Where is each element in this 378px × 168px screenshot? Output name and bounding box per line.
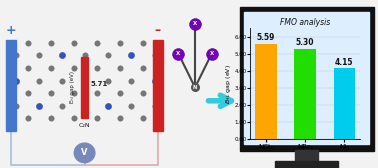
Bar (240, 7, 374, 151)
Text: C₂N: C₂N (79, 123, 90, 128)
Bar (81, 57, 88, 118)
Bar (333, 68, 355, 139)
Bar (6, 40, 16, 131)
Bar (245, 12, 369, 144)
Text: X: X (193, 21, 197, 26)
FancyArrowPatch shape (208, 95, 231, 106)
Text: 5.71: 5.71 (90, 81, 107, 87)
Bar (294, 49, 316, 139)
Text: 5.59: 5.59 (257, 33, 275, 42)
Text: 5.30: 5.30 (296, 38, 314, 47)
Text: V: V (81, 148, 88, 157)
Bar (274, 161, 338, 168)
Circle shape (74, 143, 95, 163)
Text: 4.15: 4.15 (335, 58, 353, 67)
Y-axis label: $E_{HL}$ gap (eV): $E_{HL}$ gap (eV) (224, 64, 233, 104)
Text: –: – (155, 24, 161, 37)
Text: X: X (209, 51, 214, 56)
Bar (295, 150, 318, 163)
Title: FMO analysis: FMO analysis (280, 18, 330, 27)
Text: Eₕₗ gap (eV): Eₕₗ gap (eV) (70, 71, 75, 103)
Bar (153, 40, 163, 131)
Text: X: X (176, 51, 181, 56)
Text: +: + (6, 24, 16, 37)
Text: N: N (193, 85, 197, 90)
Bar (255, 44, 277, 139)
